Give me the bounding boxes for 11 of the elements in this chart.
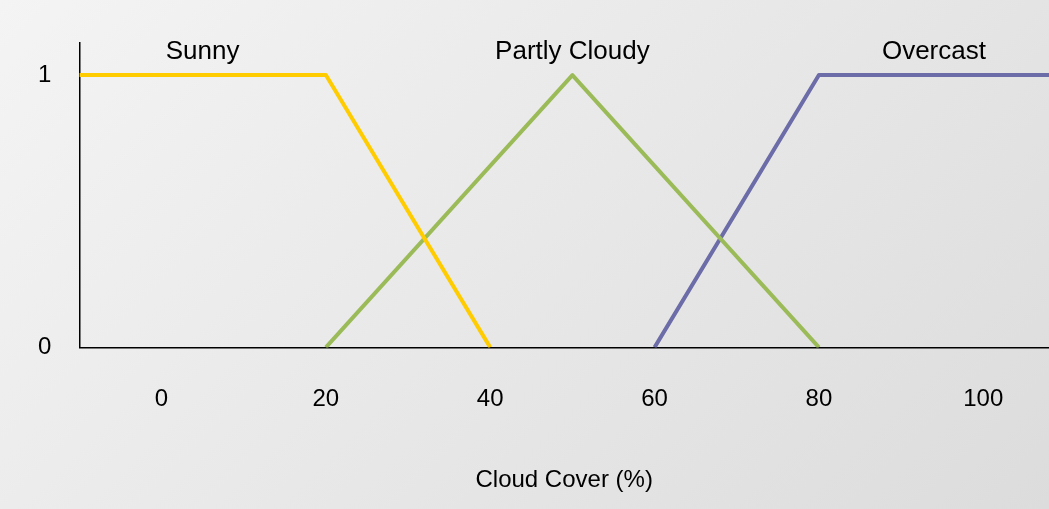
y-tick-label: 1	[37, 59, 52, 87]
x-tick-label: 0	[154, 384, 169, 412]
series-label: Partly Cloudy	[495, 35, 650, 66]
series-label: Overcast	[881, 35, 987, 66]
series-label: Sunny	[165, 35, 240, 66]
x-axis-title: Cloud Cover (%)	[475, 465, 653, 493]
x-tick-label: 60	[641, 384, 668, 412]
x-tick-label: 100	[963, 384, 1004, 412]
x-tick-label: 80	[805, 384, 833, 412]
x-tick-label: 40	[476, 384, 504, 412]
x-tick-label: 20	[312, 384, 340, 412]
